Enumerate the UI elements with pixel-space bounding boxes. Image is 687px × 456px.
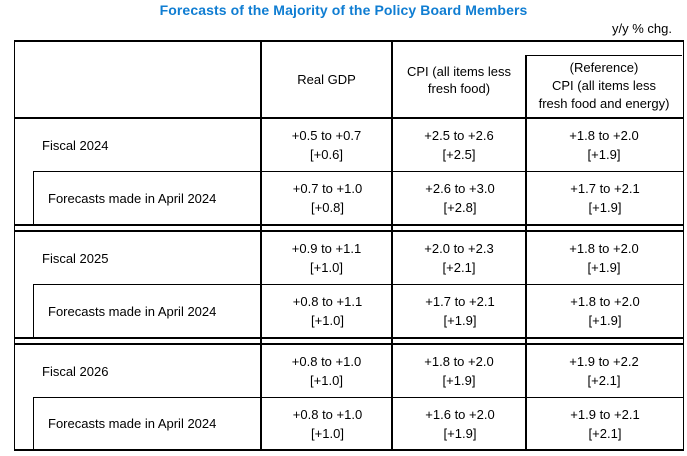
reference-median: [+1.9] <box>588 200 622 215</box>
cpi-range: +2.6 to +3.0 <box>425 181 495 196</box>
reference-median: [+1.9] <box>587 260 621 275</box>
gdp-range: +0.9 to +1.1 <box>291 241 362 256</box>
cell-cpi: +1.7 to +2.1 [+1.9] <box>393 285 527 337</box>
reference-range: +1.9 to +2.2 <box>569 354 639 369</box>
row-label: Fiscal 2026 <box>42 363 109 379</box>
header-cpi: CPI (all items less fresh food) <box>392 42 526 117</box>
cpi-median: [+1.9] <box>443 313 477 328</box>
cell-cpi: +2.5 to +2.6 [+2.5] <box>392 119 526 171</box>
header-cpi-line2: fresh food) <box>427 80 491 96</box>
cell-reference: +1.9 to +2.1 [+2.1] <box>527 398 683 449</box>
reference-median: [+1.9] <box>587 147 621 162</box>
cpi-median: [+2.8] <box>443 200 477 215</box>
row-label: Fiscal 2024 <box>42 137 109 153</box>
cpi-median: [+1.9] <box>442 373 476 388</box>
cell-gdp: +0.8 to +1.1 [+1.0] <box>262 285 393 337</box>
column-divider-cpi <box>391 42 393 449</box>
row-fiscal-2025: Fiscal 2025 +0.9 to +1.1 [+1.0] +2.0 to … <box>15 232 683 284</box>
gdp-range: +0.8 to +1.0 <box>292 406 363 422</box>
cpi-range: +2.5 to +2.6 <box>424 128 494 143</box>
header-reference-line1: (Reference) <box>569 60 639 75</box>
page-title: Forecasts of the Majority of the Policy … <box>159 2 528 18</box>
cpi-median: [+1.9] <box>443 425 477 441</box>
column-divider-gdp <box>260 42 262 449</box>
row-label: Forecasts made in April 2024 <box>48 190 217 206</box>
reference-range: +1.8 to +2.0 <box>569 241 639 256</box>
row-label: Forecasts made in April 2024 <box>48 303 217 319</box>
april-forecast-box: Forecasts made in April 2024 +0.8 to +1.… <box>33 284 683 337</box>
gdp-range: +0.8 to +1.0 <box>291 354 362 369</box>
header-reference: (Reference) CPI (all items less fresh fo… <box>526 42 682 117</box>
reference-range: +1.9 to +2.1 <box>570 406 640 422</box>
group-fiscal-2026: Fiscal 2026 +0.8 to +1.0 [+1.0] +1.8 to … <box>15 343 683 449</box>
cpi-range: +1.6 to +2.0 <box>425 406 495 422</box>
cell-gdp: +0.8 to +1.0 [+1.0] <box>262 398 393 449</box>
forecast-table: Real GDP CPI (all items less fresh food)… <box>14 40 684 451</box>
gdp-range: +0.5 to +0.7 <box>291 128 362 143</box>
row-fiscal-2026: Fiscal 2026 +0.8 to +1.0 [+1.0] +1.8 to … <box>15 345 683 397</box>
reference-median: [+1.9] <box>588 313 622 328</box>
header-reference-line2: CPI (all items less <box>551 78 657 93</box>
cell-reference: +1.8 to +2.0 [+1.9] <box>526 119 682 171</box>
gdp-median: [+1.0] <box>311 313 344 328</box>
row-label: Fiscal 2025 <box>42 250 109 266</box>
unit-note: y/y % chg. <box>612 21 672 36</box>
header-real-gdp-label: Real GDP <box>297 72 356 87</box>
row-forecasts-april-2024: Forecasts made in April 2024 +0.8 to +1.… <box>15 397 683 449</box>
gdp-median: [+0.6] <box>310 147 343 162</box>
header-cpi-line1: CPI (all items less <box>406 63 512 79</box>
reference-box: (Reference) CPI (all items less fresh fo… <box>526 55 682 117</box>
cpi-range: +2.0 to +2.3 <box>424 241 494 256</box>
cell-reference: +1.7 to +2.1 [+1.9] <box>527 172 683 224</box>
header-empty-cell <box>15 42 261 117</box>
cpi-range: +1.8 to +2.0 <box>424 354 494 369</box>
row-label: Forecasts made in April 2024 <box>48 416 217 431</box>
group-fiscal-2024: Fiscal 2024 +0.5 to +0.7 [+0.6] +2.5 to … <box>15 119 683 226</box>
group-fiscal-2025: Fiscal 2025 +0.9 to +1.1 [+1.0] +2.0 to … <box>15 230 683 339</box>
table-header-row: Real GDP CPI (all items less fresh food)… <box>15 42 683 119</box>
cell-cpi: +1.8 to +2.0 [+1.9] <box>392 345 526 397</box>
cell-reference: +1.8 to +2.0 [+1.9] <box>526 232 682 284</box>
cell-cpi: +2.0 to +2.3 [+2.1] <box>392 232 526 284</box>
column-divider-reference <box>525 55 527 449</box>
gdp-median: [+1.0] <box>311 425 344 441</box>
cell-gdp: +0.9 to +1.1 [+1.0] <box>261 232 392 284</box>
reference-median: [+2.1] <box>588 425 622 441</box>
cell-gdp: +0.5 to +0.7 [+0.6] <box>261 119 392 171</box>
gdp-range: +0.7 to +1.0 <box>292 181 363 196</box>
cell-reference: +1.9 to +2.2 [+2.1] <box>526 345 682 397</box>
row-forecasts-april-2024: Forecasts made in April 2024 +0.7 to +1.… <box>15 171 683 224</box>
gdp-median: [+1.0] <box>310 260 343 275</box>
cell-cpi: +2.6 to +3.0 [+2.8] <box>393 172 527 224</box>
april-forecast-box: Forecasts made in April 2024 +0.7 to +1.… <box>33 171 683 224</box>
cell-cpi: +1.6 to +2.0 [+1.9] <box>393 398 527 449</box>
april-forecast-box: Forecasts made in April 2024 +0.8 to +1.… <box>33 397 683 449</box>
cpi-range: +1.7 to +2.1 <box>425 294 495 309</box>
gdp-range: +0.8 to +1.1 <box>292 294 363 309</box>
cell-reference: +1.8 to +2.0 [+1.9] <box>527 285 683 337</box>
gdp-median: [+1.0] <box>310 373 343 388</box>
header-real-gdp: Real GDP <box>261 42 392 117</box>
row-forecasts-april-2024: Forecasts made in April 2024 +0.8 to +1.… <box>15 284 683 337</box>
reference-range: +1.8 to +2.0 <box>570 294 640 309</box>
reference-range: +1.7 to +2.1 <box>570 181 640 196</box>
reference-range: +1.8 to +2.0 <box>569 128 639 143</box>
reference-median: [+2.1] <box>587 373 621 388</box>
cpi-median: [+2.1] <box>442 260 476 275</box>
cell-gdp: +0.7 to +1.0 [+0.8] <box>262 172 393 224</box>
header-reference-line3: fresh food and energy) <box>538 96 670 111</box>
cell-gdp: +0.8 to +1.0 [+1.0] <box>261 345 392 397</box>
gdp-median: [+0.8] <box>311 200 344 215</box>
cpi-median: [+2.5] <box>442 147 476 162</box>
row-fiscal-2024: Fiscal 2024 +0.5 to +0.7 [+0.6] +2.5 to … <box>15 119 683 171</box>
